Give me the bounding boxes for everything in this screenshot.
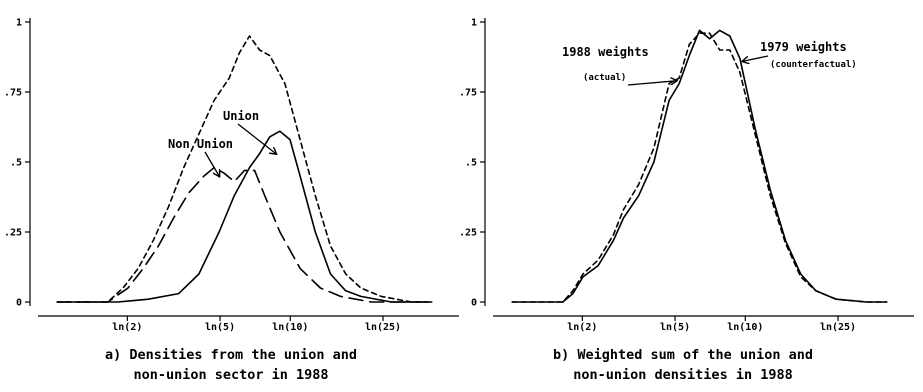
annotation-sublabel: (actual): [583, 73, 626, 83]
y-tick-label: .5: [465, 158, 477, 169]
y-tick-label: 0: [471, 298, 477, 309]
y-tick-label: .5: [10, 158, 22, 169]
x-tick-label: ln(25): [820, 322, 856, 333]
caption-line-2: non-union densities in 1988: [573, 367, 792, 383]
x-tick-label: ln(5): [205, 322, 235, 333]
caption-line-1: b) Weighted sum of the union and: [553, 347, 813, 363]
y-tick-label: 1: [471, 18, 477, 29]
annotation-label: 1979 weights: [760, 40, 847, 54]
annotation-label: Union: [223, 109, 259, 123]
series-line-1979-weights: [511, 29, 888, 303]
series-line-union: [56, 130, 433, 303]
chart-panel-a: 0 .25 .5 .75 1 ln(2) ln(5) ln(10) ln(25) Union Non…: [4, 18, 459, 383]
y-tick-label: .75: [459, 88, 477, 99]
x-tick-label: ln(2): [567, 322, 597, 333]
y-tick-label: 1: [16, 18, 22, 29]
x-tick-label: ln(2): [112, 322, 142, 333]
x-tick-label: ln(5): [660, 322, 690, 333]
x-tick-label: ln(10): [727, 322, 763, 333]
chart-panel-b: 0 .25 .5 .75 1 ln(2) ln(5) ln(10) ln(25) 1988 wei…: [459, 18, 914, 383]
caption-line-2: non-union sector in 1988: [133, 367, 328, 383]
series-line-1988-weights: [511, 32, 888, 303]
annotation-arrow: [743, 55, 769, 61]
x-tick-label: ln(25): [365, 322, 401, 333]
annotation-arrow: [627, 81, 676, 86]
annotation-sublabel: (counterfactual): [770, 60, 857, 70]
series-line-total: [56, 35, 433, 303]
y-tick-label: .25: [459, 228, 477, 239]
x-tick-label: ln(10): [272, 322, 308, 333]
annotation-label: 1988 weights: [562, 45, 649, 59]
series-line-non-union: [56, 166, 433, 303]
annotation-label: Non Union: [168, 137, 233, 151]
y-tick-label: .75: [4, 88, 22, 99]
caption-line-1: a) Densities from the union and: [105, 347, 357, 363]
annotation-arrow: [204, 151, 219, 176]
y-tick-label: .25: [4, 228, 22, 239]
annotation-arrow: [237, 123, 276, 154]
y-tick-label: 0: [16, 298, 22, 309]
